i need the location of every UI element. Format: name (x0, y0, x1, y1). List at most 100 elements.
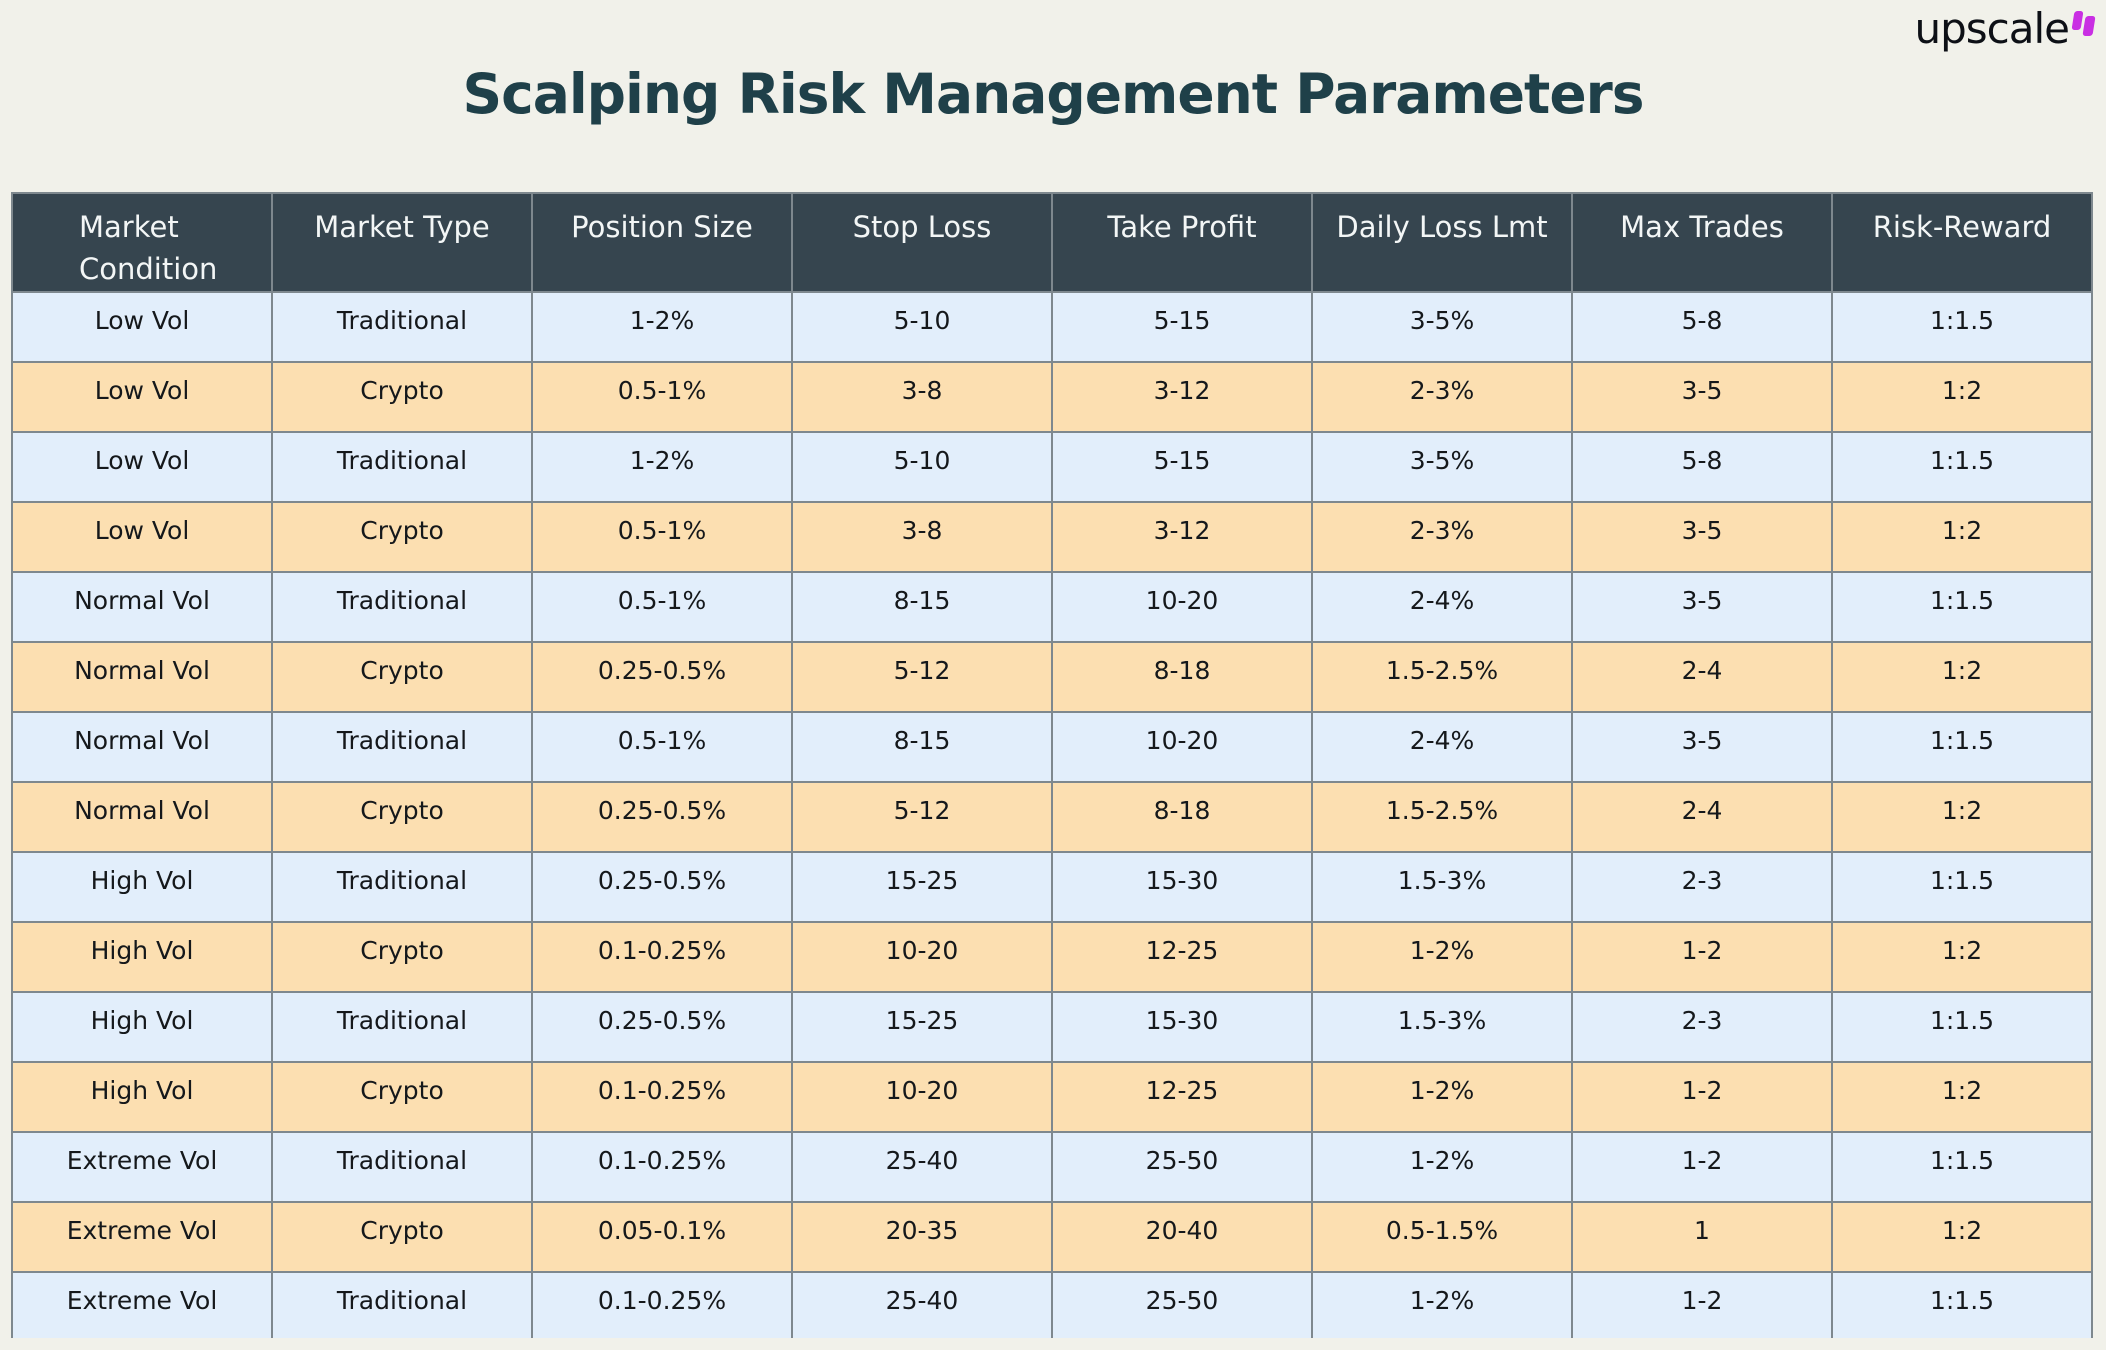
table-cell: 10-20 (1051, 711, 1313, 784)
table-cell: Normal Vol (11, 571, 273, 644)
table-cell: Extreme Vol (11, 1131, 273, 1204)
table-cell: 12-25 (1051, 921, 1313, 994)
table-cell: Traditional (271, 711, 533, 784)
table-cell: Crypto (271, 921, 533, 994)
table-cell: 3-12 (1051, 361, 1313, 434)
table-cell: 1 (1571, 1201, 1833, 1274)
table-cell: 1.5-3% (1311, 991, 1573, 1064)
table-cell: 15-25 (791, 851, 1053, 924)
table-cell: 0.25-0.5% (531, 641, 793, 714)
table-cell: 1-2% (1311, 1131, 1573, 1204)
upscale-logo-icon (2071, 6, 2096, 46)
table-cell: 10-20 (791, 1061, 1053, 1134)
table-cell: 1-2% (531, 431, 793, 504)
table-cell: 1:1.5 (1831, 851, 2093, 924)
table-cell: High Vol (11, 991, 273, 1064)
table-cell: 25-40 (791, 1131, 1053, 1204)
table-cell: 1:2 (1831, 361, 2093, 434)
table-cell: 1.5-3% (1311, 851, 1573, 924)
table-cell: 1:1.5 (1831, 431, 2093, 504)
table-cell: Low Vol (11, 291, 273, 364)
table-cell: 0.5-1% (531, 711, 793, 784)
table-cell: 10-20 (791, 921, 1053, 994)
table-cell: 1.5-2.5% (1311, 781, 1573, 854)
table-row: High Vol Crypto 0.1-0.25% 10-20 12-25 1-2% 1-2… (11, 921, 2093, 994)
table-cell: 12-25 (1051, 1061, 1313, 1134)
column-header-position-size: Position Size (531, 192, 793, 294)
table-cell: 3-8 (791, 501, 1053, 574)
table-cell: 1:1.5 (1831, 711, 2093, 784)
table-cell: Low Vol (11, 431, 273, 504)
table-cell: 2-3 (1571, 991, 1833, 1064)
table-cell: 3-5 (1571, 711, 1833, 784)
table-cell: 1-2% (531, 291, 793, 364)
table-cell: 3-12 (1051, 501, 1313, 574)
page-title: Scalping Risk Management Parameters (462, 62, 1645, 126)
table-cell: Normal Vol (11, 641, 273, 714)
table-cell: Traditional (271, 991, 533, 1064)
table-cell: 0.5-1% (531, 361, 793, 434)
table-cell: Extreme Vol (11, 1201, 273, 1274)
table-cell: Extreme Vol (11, 1271, 273, 1338)
upscale-logo-text: upscale (1914, 4, 2070, 53)
table-cell: 2-4% (1311, 711, 1573, 784)
column-header-risk-reward: Risk-Reward (1831, 192, 2093, 294)
table-cell: 0.5-1% (531, 501, 793, 574)
column-header-daily-loss-lmt: Daily Loss Lmt (1311, 192, 1573, 294)
table-cell: Traditional (271, 1131, 533, 1204)
table-cell: 0.1-0.25% (531, 1131, 793, 1204)
table-row: Extreme Vol Traditional 0.1-0.25% 25-40 25-5… (11, 1271, 2093, 1338)
table-cell: 1:1.5 (1831, 291, 2093, 364)
table-cell: Normal Vol (11, 711, 273, 784)
table-cell: 0.5-1% (531, 571, 793, 644)
table-row: Normal Vol Traditional 0.5-1% 8-15 10-20 2-4%… (11, 571, 2093, 644)
table-cell: 3-5 (1571, 571, 1833, 644)
table-cell: 2-3 (1571, 851, 1833, 924)
table-cell: 1:1.5 (1831, 571, 2093, 644)
table-cell: Traditional (271, 1271, 533, 1338)
table-cell: 2-3% (1311, 501, 1573, 574)
table-row: Extreme Vol Traditional 0.1-0.25% 25-40 25-5… (11, 1131, 2093, 1204)
table-cell: 1-2 (1571, 1131, 1833, 1204)
table-cell: Low Vol (11, 361, 273, 434)
table-row: High Vol Crypto 0.1-0.25% 10-20 12-25 1-2% 1-2… (11, 1061, 2093, 1134)
table-cell: 3-5% (1311, 431, 1573, 504)
table-cell: Traditional (271, 431, 533, 504)
column-header-market-condition: Market Condition (11, 192, 273, 294)
table-cell: High Vol (11, 921, 273, 994)
table-row: Extreme Vol Crypto 0.05-0.1% 20-35 20-40 0.5-… (11, 1201, 2093, 1274)
table-cell: 1:1.5 (1831, 1271, 2093, 1338)
table-row: High Vol Traditional 0.25-0.5% 15-25 15-30 1.… (11, 991, 2093, 1064)
table-cell: Crypto (271, 1061, 533, 1134)
table-cell: Traditional (271, 571, 533, 644)
table-cell: 1:1.5 (1831, 991, 2093, 1064)
table-cell: 1:1.5 (1831, 1131, 2093, 1204)
table-cell: 0.25-0.5% (531, 781, 793, 854)
table-cell: 5-8 (1571, 431, 1833, 504)
table-cell: 25-40 (791, 1271, 1053, 1338)
table-cell: 8-18 (1051, 781, 1313, 854)
table-cell: 0.5-1.5% (1311, 1201, 1573, 1274)
table-cell: 8-15 (791, 711, 1053, 784)
table-cell: Crypto (271, 781, 533, 854)
table-row: Low Vol Crypto 0.5-1% 3-8 3-12 2-3% 3-5 1:2 (11, 361, 2093, 434)
table-cell: Traditional (271, 851, 533, 924)
table-cell: 5-15 (1051, 431, 1313, 504)
table-cell: Low Vol (11, 501, 273, 574)
table-cell: High Vol (11, 851, 273, 924)
table-cell: 1.5-2.5% (1311, 641, 1573, 714)
table-cell: 1-2% (1311, 921, 1573, 994)
table-cell: 0.25-0.5% (531, 991, 793, 1064)
column-header-stop-loss: Stop Loss (791, 192, 1053, 294)
column-header-market-type: Market Type (271, 192, 533, 294)
table-cell: 1:2 (1831, 781, 2093, 854)
table-cell: 25-50 (1051, 1131, 1313, 1204)
table-row: Low Vol Crypto 0.5-1% 3-8 3-12 2-3% 3-5 1:2 (11, 501, 2093, 574)
table-cell: 15-30 (1051, 851, 1313, 924)
table-cell: 1:2 (1831, 501, 2093, 574)
table-cell: 10-20 (1051, 571, 1313, 644)
table-cell: 2-4% (1311, 571, 1573, 644)
table-cell: 5-15 (1051, 291, 1313, 364)
table-cell: 3-8 (791, 361, 1053, 434)
table-row: Normal Vol Crypto 0.25-0.5% 5-12 8-18 1.5-2.5… (11, 641, 2093, 714)
